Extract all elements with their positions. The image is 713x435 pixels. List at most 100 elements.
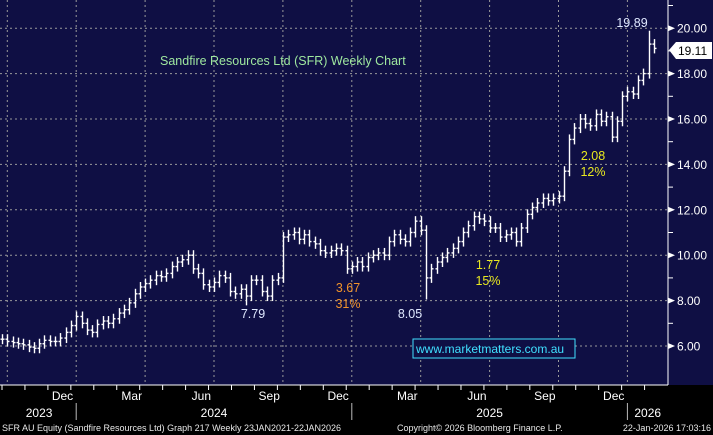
ohlc-bar <box>482 213 487 227</box>
ohlc-bar <box>117 308 122 324</box>
ohlc-bar <box>101 316 106 330</box>
ohlc-bar <box>350 261 355 274</box>
ohlc-bar <box>451 243 456 258</box>
ohlc-bar <box>37 338 42 354</box>
ohlc-bar <box>541 193 546 208</box>
ohlc-bar <box>456 236 461 254</box>
ohlc-bar <box>138 281 143 299</box>
ohlc-bar <box>557 191 562 204</box>
ohlc-bar <box>360 257 365 272</box>
ohlc-bar <box>572 123 577 145</box>
ohlc-bar <box>488 216 493 233</box>
ohlc-bar <box>472 211 477 231</box>
x-month-label: Jun <box>192 389 211 403</box>
ohlc-bar <box>525 209 530 233</box>
ohlc-bar <box>419 216 424 236</box>
ohlc-bar <box>74 311 79 331</box>
y-tick-marker <box>668 70 675 77</box>
x-year-label: 2026 <box>634 406 661 420</box>
y-tick-marker <box>668 297 675 304</box>
y-tick-label: 18.00 <box>677 67 707 81</box>
ohlc-bar <box>461 227 466 247</box>
ohlc-bar <box>64 327 69 344</box>
ohlc-bar <box>562 166 567 202</box>
y-tick-marker <box>668 25 675 32</box>
ohlc-bar <box>382 247 387 261</box>
ohlc-bar <box>11 336 16 348</box>
ohlc-bar <box>567 134 572 177</box>
ohlc-bar <box>233 286 238 299</box>
ohlc-bar <box>604 111 609 127</box>
plot-area <box>0 0 668 385</box>
ohlc-bar <box>32 342 37 354</box>
x-month-label: Mar <box>397 389 418 403</box>
last-price-value: 19.11 <box>678 44 707 58</box>
annotations: 19.89 2.08 12% 1.77 15% 3.67 31% 8.05 7.79 <box>241 16 648 321</box>
ohlc-bar <box>647 30 652 79</box>
ohlc-bar <box>228 272 233 297</box>
ohlc-bar <box>345 245 350 274</box>
price-bars <box>0 30 657 354</box>
ohlc-bar <box>265 286 270 302</box>
y-tick-label: 8.00 <box>677 294 701 308</box>
ohlc-bar <box>493 222 498 233</box>
x-year-label: 2023 <box>26 406 53 420</box>
gridlines <box>0 0 668 385</box>
ohlc-bar <box>387 236 392 261</box>
x-month-label: Mar <box>121 389 142 403</box>
ohlc-bar <box>69 320 74 338</box>
ohlc-bar <box>170 261 175 279</box>
chart-title: Sandfire Resources Ltd (SFR) Weekly Char… <box>160 54 406 68</box>
ohlc-bar <box>599 109 604 127</box>
y-tick-label: 10.00 <box>677 249 707 263</box>
ohlc-bar <box>466 220 471 238</box>
y-tick-marker <box>668 343 675 349</box>
ohlc-bar <box>429 263 434 283</box>
ohlc-bar <box>631 86 636 100</box>
x-year-label: 2024 <box>201 406 228 420</box>
ohlc-bar <box>143 278 148 292</box>
watermark-text: www.marketmatters.com.au <box>415 342 564 356</box>
ohlc-bar <box>477 211 482 224</box>
y-tick-label: 16.00 <box>677 113 707 127</box>
ohlc-bar <box>307 229 312 247</box>
ohlc-bar <box>270 275 275 302</box>
ohlc-bar <box>583 114 588 129</box>
ohlc-bar <box>0 334 5 345</box>
ohlc-bar <box>175 257 180 272</box>
annotation-value: 3.67 <box>336 281 360 295</box>
ohlc-bar <box>408 227 413 247</box>
ohlc-bar <box>334 243 339 256</box>
annotation-value: 7.79 <box>241 307 265 321</box>
ohlc-bar <box>371 250 376 263</box>
ohlc-bar <box>191 250 196 274</box>
ohlc-bar <box>498 222 503 243</box>
ohlc-bar <box>186 250 191 265</box>
annotation-percent: 15% <box>475 274 500 288</box>
watermark: www.marketmatters.com.au <box>412 338 576 359</box>
ohlc-bar <box>239 284 244 299</box>
ohlc-bar <box>42 335 47 349</box>
ohlc-bar <box>85 318 90 336</box>
ohlc-bar <box>339 243 344 256</box>
annotation-percent: 31% <box>335 297 360 311</box>
ohlc-bar <box>111 313 116 329</box>
ohlc-bar <box>154 270 159 286</box>
ohlc-bar <box>276 272 281 286</box>
ohlc-bar <box>21 338 26 350</box>
ohlc-bar <box>594 109 599 131</box>
ohlc-bar <box>519 222 524 247</box>
x-month-label: Dec <box>327 389 348 403</box>
ohlc-bar <box>106 316 111 329</box>
footer-center: Copyright© 2026 Bloomberg Finance L.P. <box>397 423 563 433</box>
x-month-label: Dec <box>52 389 73 403</box>
ohlc-bar <box>329 245 334 258</box>
ohlc-bar <box>201 268 206 290</box>
x-year-label: 2025 <box>476 406 503 420</box>
y-tick-label: 6.00 <box>677 340 701 354</box>
ohlc-bar <box>323 245 328 258</box>
footer-left: SFR AU Equity (Sandfire Resources Ltd) G… <box>2 423 341 433</box>
ohlc-bar <box>27 339 32 353</box>
ohlc-bar <box>127 297 132 315</box>
